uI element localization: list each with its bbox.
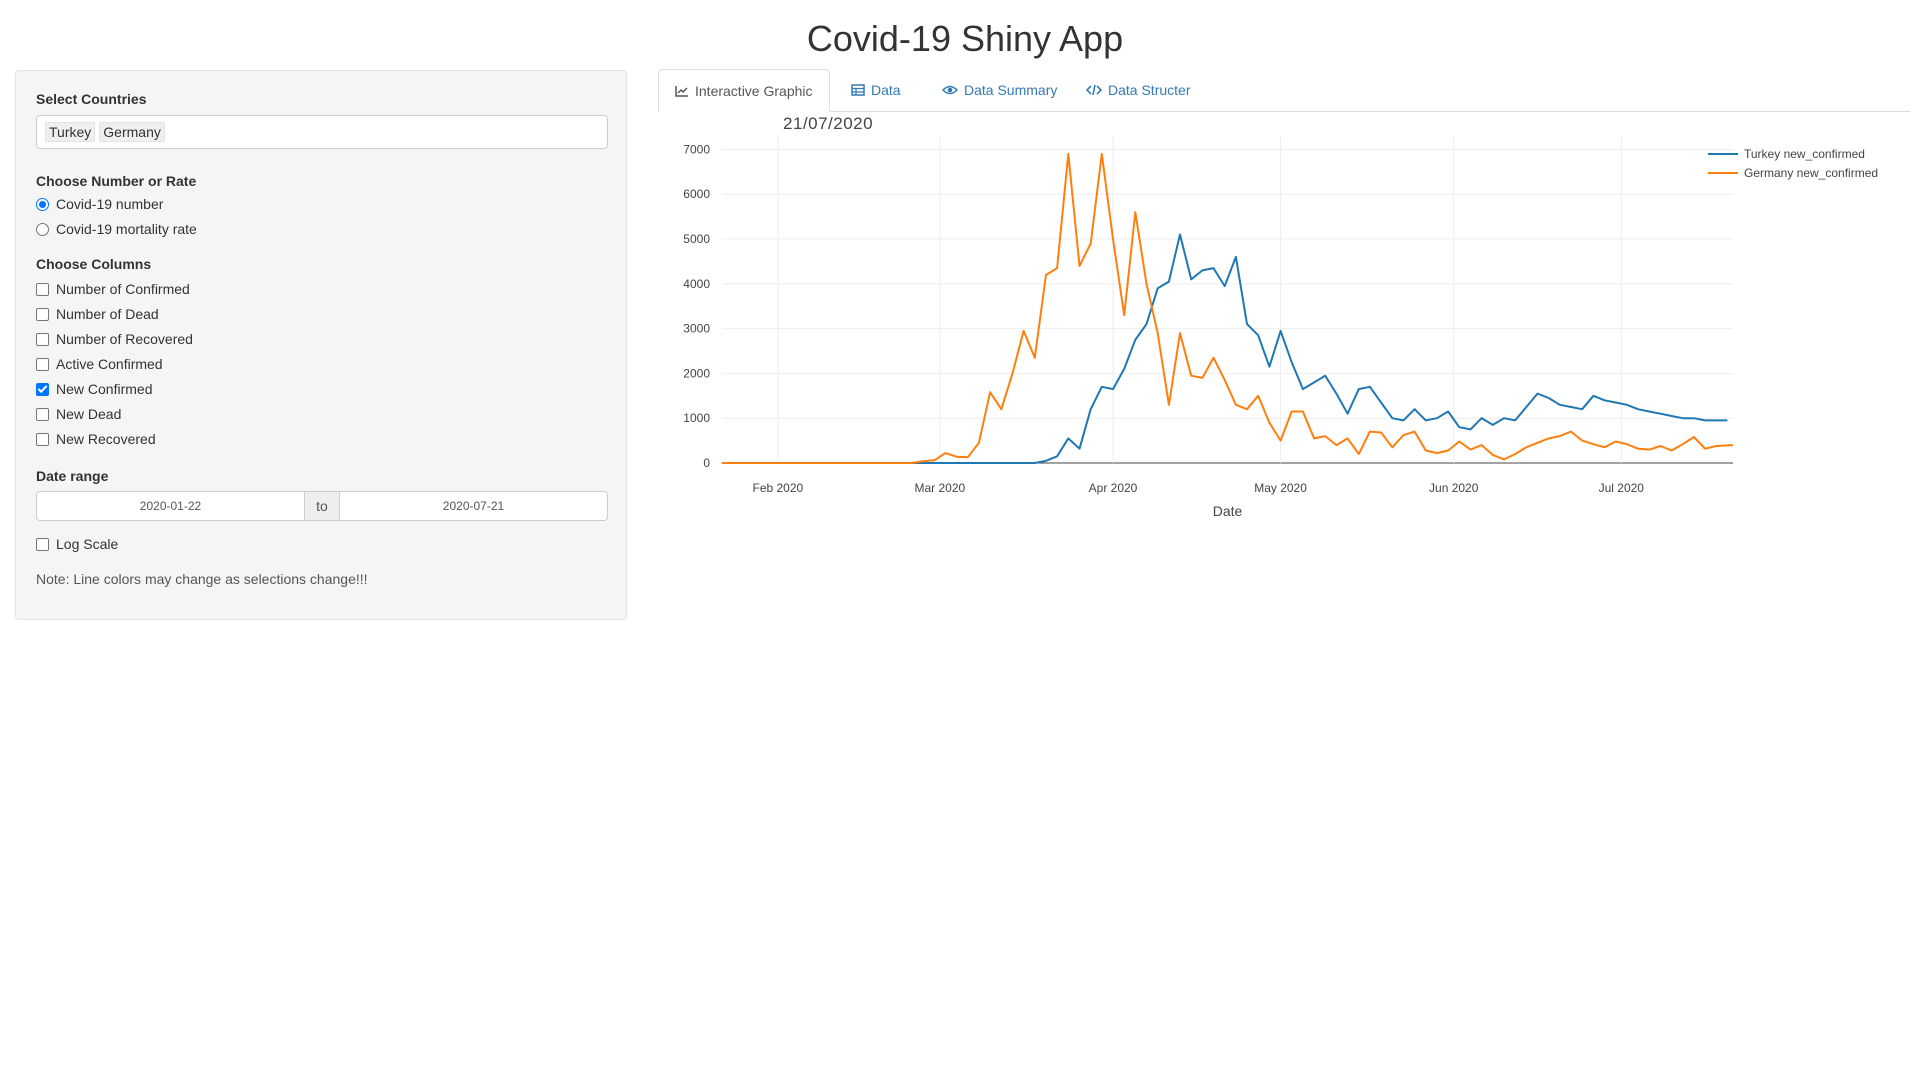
x-tick-label: May 2020 [1254,481,1307,495]
radio-covid-mortality[interactable]: Covid-19 mortality rate [36,221,197,237]
checkbox[interactable] [36,282,49,296]
tab-data[interactable]: Data [835,69,917,111]
y-tick-label: 2000 [683,366,710,380]
choose-columns-label: Choose Columns [36,256,152,272]
country-chip-germany[interactable]: Germany [99,122,165,142]
y-tick-label: 1000 [683,411,710,425]
checkbox[interactable] [36,537,49,551]
checkbox-label: Active Confirmed [56,356,163,372]
y-tick-label: 3000 [683,322,710,336]
x-tick-label: Feb 2020 [752,481,803,495]
checkbox-label: New Dead [56,406,122,422]
countries-select-input[interactable]: Turkey Germany [36,115,608,149]
tab-label: Data [871,82,901,98]
tab-data-summary[interactable]: Data Summary [926,69,1073,111]
legend-swatch [1708,171,1738,174]
date-end-input[interactable]: 2020-07-21 [339,491,608,521]
chart-lines [722,152,1734,464]
checkbox-log-scale[interactable]: Log Scale [36,536,118,552]
app-title: Covid-19 Shiny App [806,18,1124,59]
legend-label: Germany new_confirmed [1744,165,1879,180]
checkbox-number-dead[interactable]: Number of Dead [36,306,159,322]
date-range-input: 2020-01-22 to 2020-07-21 [36,491,608,521]
checkbox-active-confirmed[interactable]: Active Confirmed [36,356,163,372]
checkbox[interactable] [36,332,49,346]
checkbox-label: Number of Recovered [56,331,193,347]
line-chart-icon [675,85,688,97]
radio-covid-number[interactable]: Covid-19 number [36,196,163,212]
radio-label: Covid-19 number [56,196,164,212]
tab-data-structer[interactable]: Data Structer [1070,69,1206,111]
date-range-label: Date range [36,468,109,484]
y-tick-label: 5000 [683,232,710,246]
legend-label: Turkey new_confirmed [1744,146,1865,161]
checkbox-label: Log Scale [56,536,119,552]
y-tick-label: 0 [703,456,710,470]
x-tick-label: Mar 2020 [914,481,965,495]
series-line-turkey [722,233,1728,464]
chart-legend[interactable]: Turkey new_confirmed Germany new_confirm… [1708,144,1878,182]
legend-item-turkey[interactable]: Turkey new_confirmed [1708,144,1878,163]
x-axis-label: Date [1213,503,1243,519]
note-text: Note: Line colors may change as selectio… [36,571,368,587]
checkbox[interactable] [36,307,49,321]
chart-ticks: 0 1000 2000 3000 4000 5000 6000 7000 Feb 2020 Mar… [683,142,1644,495]
tab-label: Interactive Graphic [695,82,813,99]
sidebar-panel: Select Countries Turkey Germany Choose N… [15,70,627,620]
y-tick-label: 4000 [683,277,710,291]
eye-icon [942,85,958,95]
chart-grid [722,136,1733,464]
code-icon [1086,84,1102,96]
checkbox[interactable] [36,357,49,371]
checkbox[interactable] [36,432,49,446]
checkbox[interactable] [36,407,49,421]
tab-bar: Interactive Graphic Data Data Summary Da… [658,69,1910,112]
date-start-input[interactable]: 2020-01-22 [36,491,305,521]
country-chip-turkey[interactable]: Turkey [45,122,96,142]
radio-label: Covid-19 mortality rate [56,221,197,237]
checkbox-label: New Recovered [56,431,156,447]
legend-swatch [1708,152,1738,155]
checkbox-checked[interactable] [36,382,49,396]
radio-button[interactable] [36,222,49,236]
number-rate-label: Choose Number or Rate [36,173,197,189]
checkbox-label: Number of Dead [56,306,159,322]
radio-button-checked[interactable] [36,197,49,211]
tab-label: Data Summary [964,82,1058,98]
legend-item-germany[interactable]: Germany new_confirmed [1708,163,1878,182]
x-tick-label: Jun 2020 [1429,481,1479,495]
checkbox-number-confirmed[interactable]: Number of Confirmed [36,281,190,297]
checkbox-label: New Confirmed [56,381,153,397]
checkbox-label: Number of Confirmed [56,281,190,297]
x-tick-label: Jul 2020 [1599,481,1645,495]
checkbox-number-recovered[interactable]: Number of Recovered [36,331,193,347]
date-range-separator: to [305,491,339,521]
y-tick-label: 6000 [683,187,710,201]
series-line-germany [722,152,1734,464]
table-icon [851,84,865,96]
chart-date-label: 21/07/2020 [783,114,874,133]
y-tick-label: 7000 [683,142,710,156]
checkbox-new-dead[interactable]: New Dead [36,406,121,422]
tab-label: Data Structer [1108,82,1191,98]
x-tick-label: Apr 2020 [1089,481,1138,495]
line-chart[interactable]: 0 1000 2000 3000 4000 5000 6000 7000 Feb 2020 Mar… [658,116,1768,526]
tab-interactive-graphic[interactable]: Interactive Graphic [658,69,830,112]
checkbox-new-recovered[interactable]: New Recovered [36,431,156,447]
select-countries-label: Select Countries [36,91,147,107]
checkbox-new-confirmed[interactable]: New Confirmed [36,381,152,397]
